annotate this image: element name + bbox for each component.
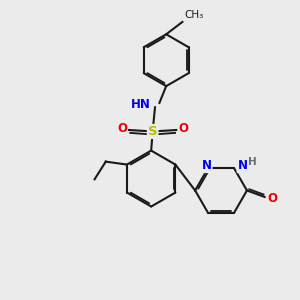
- Text: HN: HN: [131, 98, 151, 111]
- Text: N: N: [238, 159, 248, 172]
- Text: CH₃: CH₃: [185, 11, 204, 20]
- Text: O: O: [178, 122, 188, 135]
- Text: N: N: [202, 159, 212, 172]
- Text: O: O: [117, 122, 127, 135]
- Text: H: H: [248, 157, 257, 166]
- Text: O: O: [267, 192, 277, 205]
- Text: S: S: [148, 125, 158, 138]
